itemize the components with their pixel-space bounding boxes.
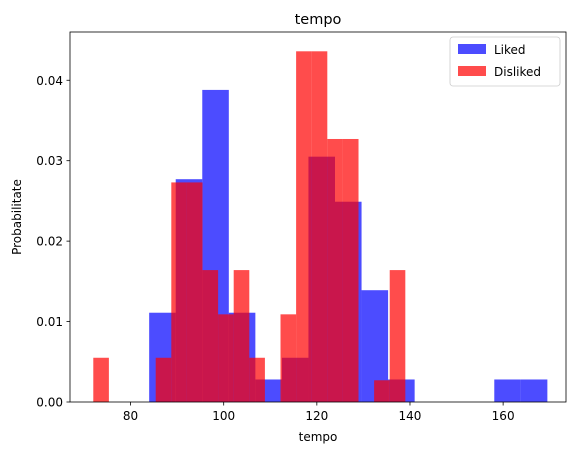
bar-disliked-15	[327, 138, 343, 403]
bar-disliked-5	[171, 182, 187, 402]
bar-liked-14	[520, 379, 548, 402]
y-tick-label: 0.04	[36, 74, 63, 88]
x-tick-label: 140	[399, 409, 422, 423]
bar-disliked-9	[233, 270, 250, 402]
bar-liked-13	[494, 379, 521, 402]
bar-disliked-14	[311, 51, 328, 403]
legend-label-disliked: Disliked	[494, 65, 541, 79]
legend-swatch-liked	[458, 44, 486, 54]
y-axis-label: Probabilitate	[10, 179, 24, 255]
x-tick-label: 120	[305, 409, 328, 423]
bar-disliked-7	[202, 270, 219, 402]
x-axis-label: tempo	[299, 430, 338, 444]
y-tick-label: 0.01	[36, 315, 63, 329]
legend-label-liked: Liked	[494, 43, 526, 57]
legend-swatch-disliked	[458, 66, 486, 76]
legend: Liked Disliked	[449, 36, 561, 87]
bar-disliked-18	[374, 380, 390, 402]
bar-disliked-4	[155, 357, 172, 402]
ticks-layer: 80 100 120 140 160 0.00 0.01 0.02 0.03 0.04	[36, 74, 514, 423]
chart-title: tempo	[295, 12, 342, 28]
bar-disliked-19	[389, 270, 406, 402]
y-tick-label: 0.00	[36, 396, 63, 410]
bar-disliked-0	[93, 357, 109, 402]
bar-disliked-10	[249, 357, 265, 402]
bar-disliked-13	[296, 51, 312, 403]
bar-disliked-6	[186, 182, 203, 402]
x-tick-label: 160	[492, 409, 515, 423]
y-tick-label: 0.02	[36, 235, 63, 249]
bar-disliked-8	[218, 314, 234, 402]
plot-frame	[69, 31, 567, 403]
bar-disliked-12	[280, 314, 297, 402]
x-tick-label: 100	[212, 409, 235, 423]
x-tick-label: 80	[123, 409, 138, 423]
bars-layer	[93, 51, 548, 403]
bar-disliked-16	[342, 138, 359, 403]
y-tick-label: 0.03	[36, 154, 63, 168]
